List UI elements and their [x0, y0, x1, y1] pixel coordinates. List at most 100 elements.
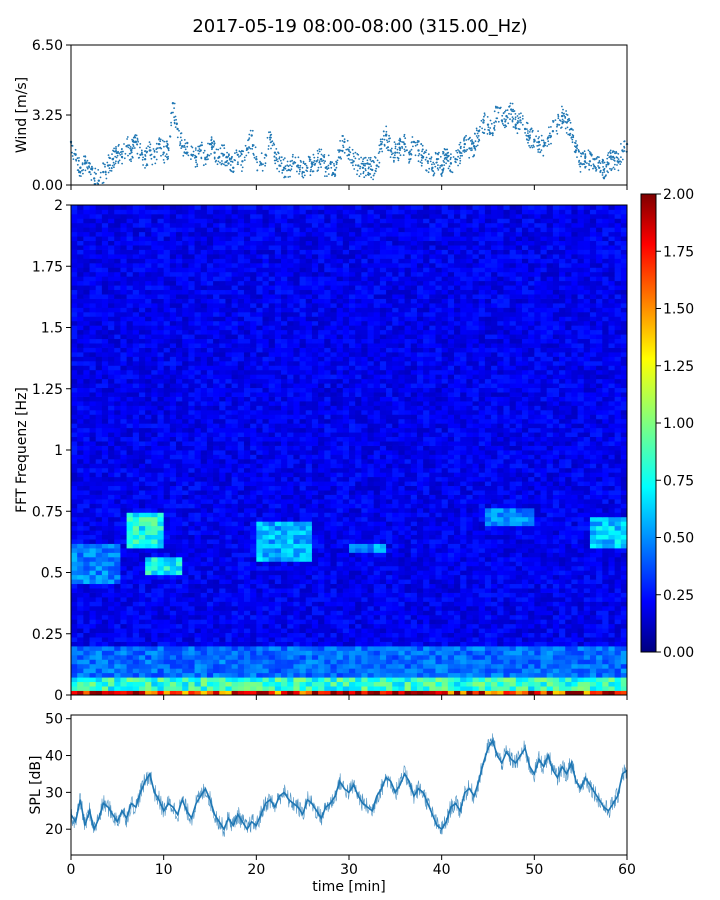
spectrogram-cell — [559, 672, 566, 678]
spectrogram-cell — [509, 672, 517, 678]
spectrogram-cell — [441, 650, 449, 656]
spectrogram-cell — [237, 677, 245, 683]
wind-point — [127, 144, 129, 147]
wind-point — [104, 163, 106, 166]
spectrogram-cell — [182, 552, 189, 558]
spectrogram-cell — [398, 543, 405, 549]
spectrogram-cell — [614, 690, 622, 696]
spectrogram-cell — [336, 574, 344, 580]
spectrogram-cell — [521, 548, 529, 553]
spectrogram-cell — [429, 659, 436, 665]
spectrogram-cell — [281, 632, 288, 638]
spectrogram-cell — [120, 637, 127, 642]
spectrogram-cell — [188, 601, 195, 607]
spectrogram-cell — [126, 534, 134, 540]
spectrogram-cell — [169, 637, 177, 642]
spectrogram-cell — [429, 614, 436, 620]
wind-point — [127, 154, 129, 157]
wind-point — [144, 167, 146, 169]
wind-point — [505, 118, 507, 121]
wind-point — [475, 145, 478, 148]
spectrogram-cell — [484, 543, 492, 549]
spectrogram-cell — [416, 623, 424, 629]
wind-point — [308, 160, 311, 163]
spectrogram-cell — [225, 548, 233, 553]
wind-point — [360, 162, 363, 165]
wind-point — [217, 148, 220, 151]
spectrogram-cell — [509, 534, 517, 540]
wind-point — [165, 153, 168, 156]
wind-point — [230, 170, 233, 173]
spectrogram-cell — [169, 539, 177, 544]
spectrogram-cell — [237, 623, 245, 629]
spectrogram-cell — [398, 663, 405, 669]
spectrogram-cell — [114, 552, 121, 558]
spectrogram-cell — [386, 637, 393, 642]
spectrogram-cell — [126, 552, 134, 558]
spectrogram-cell — [114, 663, 121, 669]
wind-point — [584, 157, 587, 160]
spectrogram-cell — [620, 534, 628, 540]
spectrogram-cell — [491, 605, 498, 611]
spectrogram-cell — [441, 632, 449, 638]
spectrogram-cell — [552, 579, 560, 585]
spectrogram-cell — [398, 632, 405, 638]
spectrogram-cell — [163, 686, 171, 691]
spectrogram-cell — [565, 663, 572, 669]
spectrogram-cell — [77, 583, 84, 589]
wind-point — [324, 170, 327, 173]
wind-point — [450, 162, 452, 164]
spectrogram-cell — [342, 574, 350, 580]
spectrogram-cell — [237, 663, 245, 669]
wind-point — [93, 177, 96, 180]
spectrogram-cell — [515, 525, 523, 531]
spectrogram-cell — [176, 552, 183, 558]
wind-point — [506, 116, 509, 119]
spectrogram-cell — [386, 610, 393, 616]
spectrogram-cell — [256, 556, 263, 562]
spectrogram-cell — [540, 632, 548, 638]
wind-point — [278, 170, 281, 173]
spectrogram-cell — [293, 525, 300, 531]
spectrogram-cell — [373, 690, 381, 696]
spectrogram-cell — [176, 534, 183, 540]
spectrogram-cell — [77, 623, 84, 629]
spectrogram-cell — [95, 632, 103, 638]
spectrogram-cell — [213, 574, 220, 580]
spectrogram-cell — [559, 570, 566, 576]
wind-point — [210, 143, 213, 146]
wind-point — [538, 136, 540, 138]
wind-point — [223, 147, 226, 150]
spectrogram-cell — [89, 525, 97, 531]
spectrogram-cell — [386, 588, 393, 593]
spectrogram-cell — [503, 570, 511, 576]
spectrogram-cell — [89, 574, 97, 580]
spectrogram-cell — [596, 628, 603, 634]
spectrogram-cell — [194, 539, 202, 544]
spectrogram-cell — [145, 597, 152, 602]
spectrogram-cell — [497, 534, 504, 540]
spectrogram-cell — [101, 663, 109, 669]
spectrogram-cell — [219, 534, 226, 540]
spectrogram-cell — [83, 632, 90, 638]
spectrogram-cell — [429, 534, 436, 540]
wind-point — [578, 163, 581, 166]
spectrogram-cell — [559, 588, 566, 593]
spectrogram-cell — [392, 552, 399, 558]
spectrogram-cell — [126, 610, 134, 616]
wind-point — [251, 145, 254, 148]
spectrogram-cell — [429, 637, 436, 642]
spectrogram-cell — [367, 668, 375, 674]
spectrogram-cell — [71, 601, 78, 607]
spectrogram-cell — [596, 646, 603, 651]
spectrogram-cell — [163, 668, 171, 674]
wind-point — [179, 141, 182, 143]
spectrogram-cell — [126, 628, 134, 634]
wind-point — [370, 165, 372, 168]
spectrogram-cell — [620, 663, 628, 669]
spectrogram-cell — [299, 534, 307, 540]
spectrogram-cell — [559, 628, 566, 634]
spectrogram-cell — [163, 588, 171, 593]
spectrogram-cell — [410, 592, 418, 598]
spectrogram-cell — [602, 579, 609, 585]
